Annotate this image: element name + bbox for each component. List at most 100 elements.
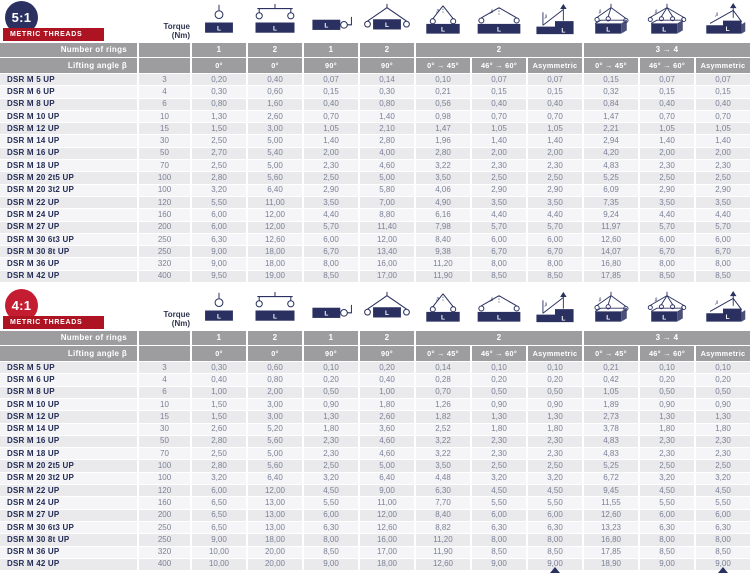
load-value-cell: 0,14	[360, 74, 414, 86]
load-value-cell: 0,80	[248, 374, 302, 386]
load-value-cell: 4,40	[472, 209, 526, 221]
load-value-cell: 1,60	[248, 98, 302, 110]
load-value-cell: 2,00	[472, 147, 526, 160]
load-value-cell: 1,40	[360, 110, 414, 123]
load-value-cell: 3,50	[528, 196, 582, 209]
lifting-angle-cell: 0°	[248, 58, 302, 73]
load-value-cell: 1,05	[528, 123, 582, 135]
rings-count-cell: 1	[192, 331, 246, 346]
load-value-cell: 9,38	[416, 246, 470, 258]
torque-value-cell: 250	[139, 233, 190, 246]
load-value-cell: 4,60	[360, 160, 414, 172]
load-value-cell: 0,15	[304, 86, 358, 98]
load-value-cell: 6,00	[696, 233, 750, 246]
load-value-cell: 8,50	[472, 270, 526, 283]
product-name-cell: DSR M 30 6t3 UP	[0, 521, 137, 534]
load-value-cell: 5,50	[640, 497, 694, 509]
torque-value-cell: 100	[139, 172, 190, 184]
load-value-cell: 2,50	[192, 160, 246, 172]
rings-count-cell: 1	[304, 331, 358, 346]
load-value-cell: 1,40	[472, 135, 526, 147]
load-value-cell: 6,70	[304, 246, 358, 258]
load-value-cell: 7,00	[360, 196, 414, 209]
metric-threads-badge: METRIC THREADS	[3, 28, 104, 41]
load-value-cell: 3,00	[248, 411, 302, 423]
load-value-cell: 2,00	[696, 147, 750, 160]
torque-header-text: (Nm)	[171, 318, 190, 328]
load-value-cell: 6,70	[696, 246, 750, 258]
load-value-cell: 1,80	[472, 423, 526, 435]
torque-value-cell: 50	[139, 435, 190, 448]
load-value-cell: 2,80	[360, 135, 414, 147]
load-value-cell: 7,35	[584, 196, 638, 209]
svg-text:L: L	[324, 23, 328, 30]
svg-text:β: β	[544, 302, 548, 307]
load-value-cell: 18,00	[248, 258, 302, 270]
load-value-cell: 6,00	[304, 233, 358, 246]
product-name-cell: DSR M 16 UP	[0, 435, 137, 448]
load-value-cell: 2,50	[192, 448, 246, 460]
load-value-cell: 6,00	[192, 209, 246, 221]
cutoff-arrow-tip-icon	[550, 567, 560, 573]
load-value-cell: 2,30	[304, 435, 358, 448]
load-value-cell: 6,00	[192, 221, 246, 233]
load-value-cell: 8,50	[696, 546, 750, 558]
load-value-cell: 3,22	[416, 160, 470, 172]
load-value-cell: 1,47	[584, 110, 638, 123]
load-value-cell: 11,55	[584, 497, 638, 509]
load-value-cell: 8,82	[416, 521, 470, 534]
load-value-cell: 8,50	[640, 270, 694, 283]
load-value-cell: 6,70	[640, 246, 694, 258]
product-name-cell: DSR M 14 UP	[0, 135, 137, 147]
load-value-cell: 3,50	[304, 196, 358, 209]
svg-text:β: β	[544, 14, 548, 19]
load-value-cell: 1,30	[528, 411, 582, 423]
rings-header-label: Number of rings	[0, 43, 137, 57]
load-value-cell: 8,50	[528, 270, 582, 283]
load-value-cell: 0,15	[472, 86, 526, 98]
load-value-cell: 6,00	[528, 233, 582, 246]
load-value-cell: 4,50	[528, 485, 582, 497]
load-value-cell: 5,25	[584, 172, 638, 184]
load-value-cell: 2,30	[528, 448, 582, 460]
load-value-cell: 5,00	[360, 172, 414, 184]
product-name-cell: DSR M 18 UP	[0, 448, 137, 460]
load-value-cell: 17,00	[360, 546, 414, 558]
load-value-cell: 8,00	[528, 258, 582, 270]
load-value-cell: 0,07	[472, 74, 526, 86]
load-value-cell: 8,00	[528, 534, 582, 546]
svg-text:β: β	[490, 297, 494, 302]
load-value-cell: 1,47	[416, 123, 470, 135]
load-value-cell: 1,80	[304, 423, 358, 435]
load-value-cell: 6,00	[304, 509, 358, 521]
load-value-cell: 0,15	[640, 86, 694, 98]
load-value-cell: 5,25	[584, 460, 638, 472]
load-value-cell: 6,70	[528, 246, 582, 258]
load-value-cell: 5,20	[248, 423, 302, 435]
load-value-cell: 2,21	[584, 123, 638, 135]
product-name-cell: DSR M 36 UP	[0, 258, 137, 270]
load-value-cell: 3,20	[192, 184, 246, 196]
load-value-cell: 5,70	[640, 221, 694, 233]
torque-value-cell: 6	[139, 98, 190, 110]
load-value-cell: 1,05	[472, 123, 526, 135]
load-value-cell: 9,00	[472, 558, 526, 571]
load-value-cell: 2,50	[696, 460, 750, 472]
product-name-cell: DSR M 16 UP	[0, 147, 137, 160]
load-value-cell: 2,30	[528, 160, 582, 172]
load-value-cell: 3,50	[416, 172, 470, 184]
torque-value-cell: 70	[139, 160, 190, 172]
load-value-cell: 16,80	[584, 258, 638, 270]
load-value-cell: 2,30	[696, 160, 750, 172]
load-value-cell: 1,05	[696, 123, 750, 135]
load-value-cell: 1,80	[360, 398, 414, 411]
load-value-cell: 3,78	[584, 423, 638, 435]
svg-text:L: L	[441, 314, 445, 321]
torque-value-cell: 120	[139, 196, 190, 209]
product-name-cell: DSR M 10 UP	[0, 110, 137, 123]
table-header-cell: 4:1 METRIC THREADS	[0, 288, 137, 331]
torque-value-cell: 10	[139, 398, 190, 411]
load-value-cell: 6,70	[472, 246, 526, 258]
